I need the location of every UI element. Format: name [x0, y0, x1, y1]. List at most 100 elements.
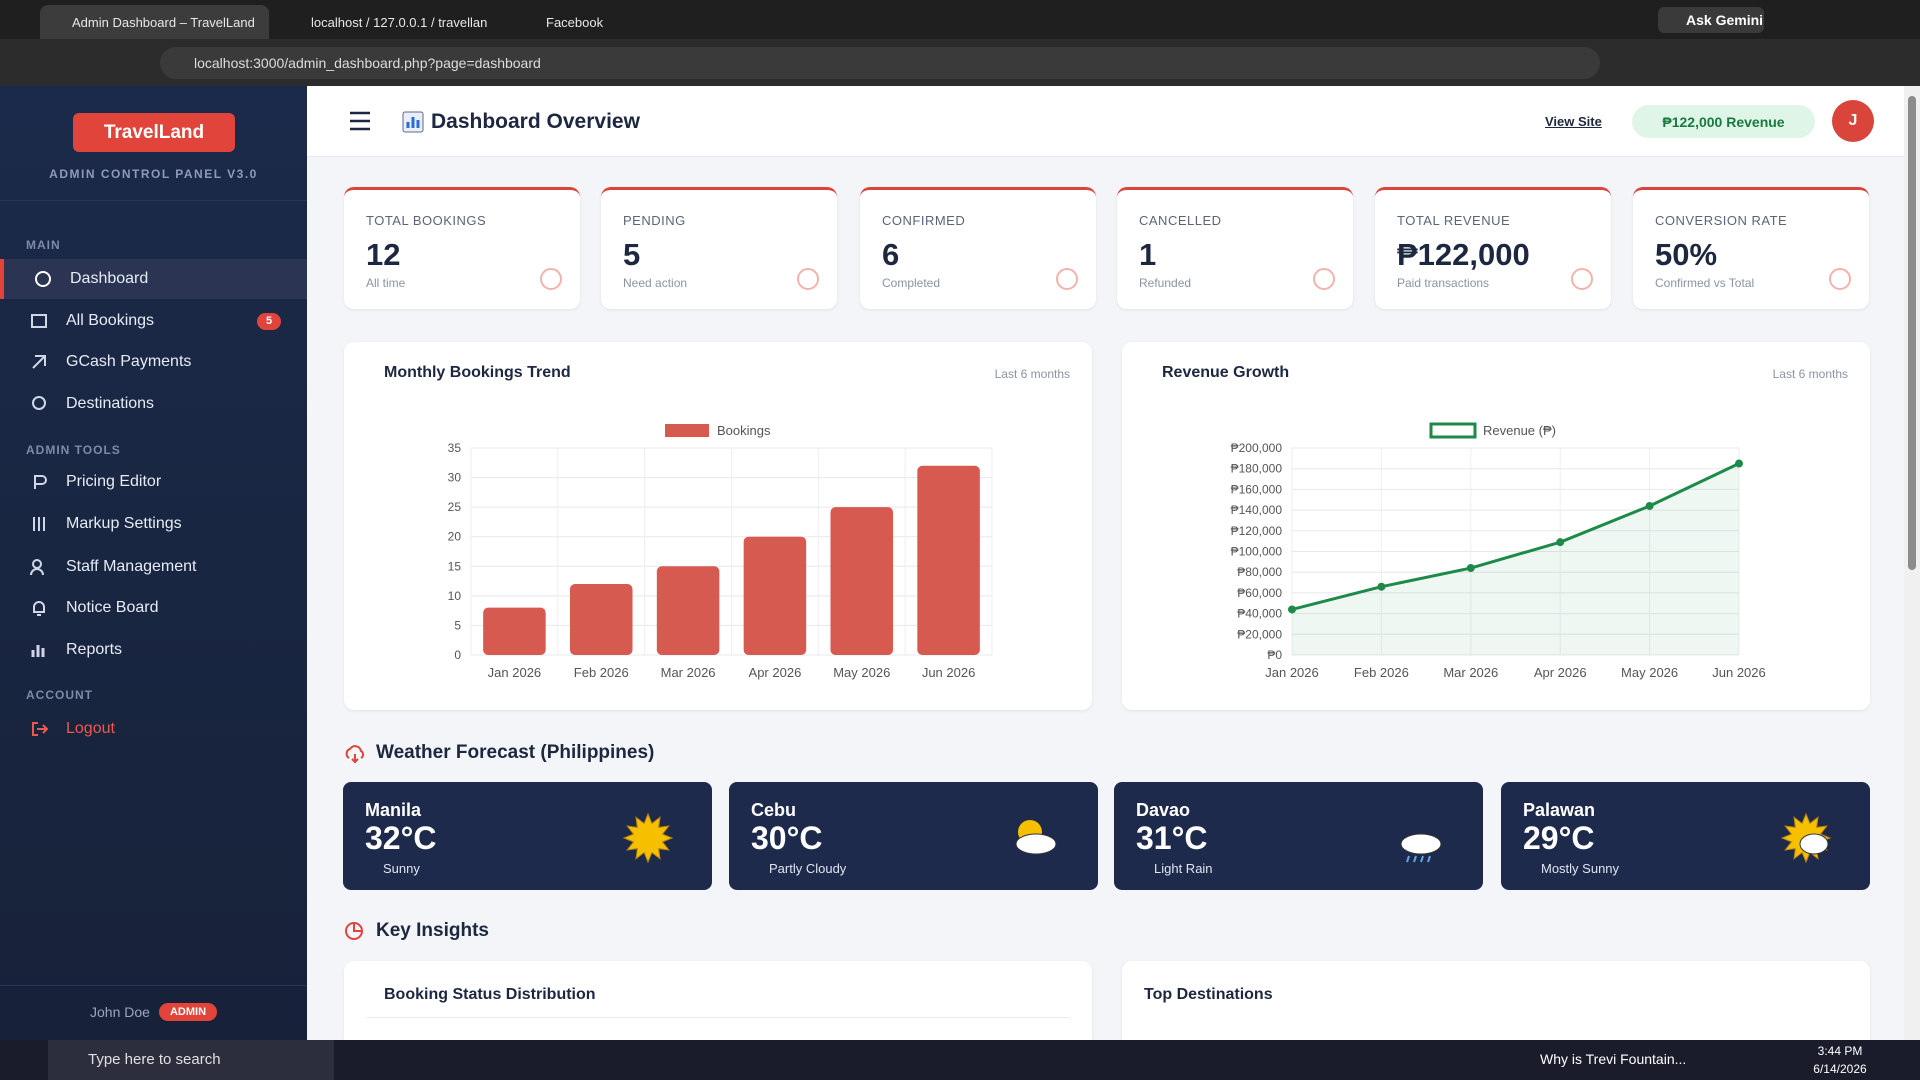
nav-label: Markup Settings	[66, 515, 182, 532]
condition: Mostly Sunny	[1541, 861, 1620, 876]
line	[1291, 462, 1740, 611]
nav-item[interactable]: Staff Management	[0, 547, 307, 587]
stat-icon	[1313, 268, 1335, 290]
stat-note: Refunded	[1139, 276, 1192, 290]
menu-toggle[interactable]	[349, 111, 371, 131]
nav-item[interactable]: Destinations	[0, 384, 307, 424]
y-tick-label: 20	[448, 530, 462, 544]
stat-value: 1	[1139, 237, 1157, 272]
legend-label: Revenue (₱)	[1483, 423, 1556, 438]
x-tick-label: Jun 2026	[1712, 665, 1766, 680]
section-title: Weather Forecast (Philippines)	[376, 742, 655, 763]
stat-note: Confirmed vs Total	[1655, 276, 1755, 290]
y-tick-label: 5	[454, 618, 461, 632]
stat-note: Completed	[882, 276, 941, 290]
avatar[interactable]: J	[1832, 100, 1874, 142]
nav-label: All Bookings	[66, 312, 155, 329]
rain	[1420, 855, 1424, 863]
news[interactable]: Why is Trevi Fountain...	[1540, 1051, 1687, 1067]
point	[1735, 459, 1743, 468]
nav-item[interactable]: GCash Payments	[0, 342, 307, 382]
y-tick-label: 15	[448, 559, 462, 573]
weather-icon	[622, 812, 674, 864]
search-box[interactable]: Type here to search	[48, 1040, 334, 1080]
x-tick-label: Apr 2026	[749, 665, 802, 680]
stat-icon	[540, 268, 562, 290]
y-tick-label: 0	[454, 648, 461, 662]
y-tick-label: 35	[448, 441, 462, 455]
nav-label: Reports	[66, 641, 123, 658]
chart-subtitle: Last 6 months	[994, 367, 1070, 381]
x-tick-label: Jan 2026	[1265, 665, 1319, 680]
divider	[0, 200, 307, 201]
panel: Top Destinations	[1122, 961, 1870, 1040]
city: Manila	[365, 800, 422, 820]
nav-item[interactable]: All Bookings 5	[0, 301, 307, 341]
stat-icon	[1056, 268, 1078, 290]
chart-title: Monthly Bookings Trend	[384, 364, 571, 381]
icon-shape	[797, 268, 819, 290]
nav-item[interactable]: Notice Board	[0, 588, 307, 628]
icon-shape	[1056, 268, 1078, 290]
y-tick-label: ₱160,000	[1231, 482, 1283, 496]
ask-gemini[interactable]: Ask Gemini	[1658, 7, 1764, 33]
stat-icon	[1829, 268, 1851, 290]
stat-icon	[1571, 268, 1593, 290]
chart: 0 5 10 15 20 25 30 35 Jan 2026 Feb 2026 Mar 2026 Ap…	[448, 423, 993, 680]
scrollbar[interactable]	[1904, 86, 1920, 1040]
sidebar	[0, 86, 307, 1040]
y-tick-label: 30	[448, 471, 462, 485]
y-tick-label: ₱40,000	[1237, 607, 1282, 621]
temperature: 30°C	[751, 820, 823, 856]
view-site[interactable]: View Site	[1545, 114, 1602, 129]
nav-label: Destinations	[66, 395, 155, 412]
icon-shape	[1829, 268, 1851, 290]
section-icon	[345, 922, 363, 940]
x-tick-label: Feb 2026	[574, 665, 629, 680]
nav-item[interactable]: Dashboard	[0, 259, 307, 299]
bar	[917, 465, 980, 655]
stat-label: CONVERSION RATE	[1655, 213, 1788, 228]
point	[1288, 605, 1296, 614]
nav-item[interactable]: Markup Settings	[0, 504, 307, 544]
stat-label: CONFIRMED	[882, 213, 966, 228]
stat-card: PENDING 5 Need action	[601, 187, 837, 309]
cloud	[1400, 833, 1442, 855]
point	[1645, 501, 1654, 510]
brand[interactable]: TravelLand	[73, 113, 235, 152]
y-tick-label: ₱140,000	[1231, 503, 1283, 517]
nav-item[interactable]: Reports	[0, 630, 307, 670]
weather-card: Manila 32°C Sunny	[343, 782, 712, 890]
chart-subtitle: Last 6 months	[1772, 367, 1848, 381]
brand-subtitle: ADMIN CONTROL PANEL V3.0	[49, 167, 258, 181]
scroll-thumb[interactable]	[1908, 96, 1916, 570]
nav-label: Pricing Editor	[66, 473, 162, 490]
badge: 5	[257, 313, 281, 330]
point	[1466, 564, 1475, 573]
stat-value: 6	[882, 237, 900, 272]
x-tick-label: Jun 2026	[922, 665, 976, 680]
stat-card: CANCELLED 1 Refunded	[1117, 187, 1353, 309]
nav-item[interactable]: Logout	[0, 709, 307, 749]
chart: ₱0 ₱20,000 ₱40,000 ₱60,000 ₱80,000 ₱100,000 ₱1…	[1231, 422, 1766, 680]
legend-swatch	[1429, 422, 1477, 439]
tab[interactable]: localhost / 127.0.0.1 / travellan	[311, 15, 488, 30]
divider	[366, 1017, 1070, 1018]
section-title: MAIN	[26, 238, 61, 252]
stat-label: CANCELLED	[1139, 213, 1222, 228]
stat-label: TOTAL REVENUE	[1397, 213, 1511, 228]
panel-title: Booking Status Distribution	[384, 986, 596, 1003]
point	[1377, 582, 1386, 591]
section-icon	[345, 745, 365, 764]
x-tick-label: Feb 2026	[1354, 665, 1409, 680]
page-title: Dashboard Overview	[431, 110, 640, 133]
stat-note: Paid transactions	[1397, 276, 1490, 290]
condition: Light Rain	[1154, 861, 1213, 876]
chart-title: Revenue Growth	[1162, 364, 1290, 381]
weather-icon	[1400, 833, 1442, 863]
tab[interactable]: Facebook	[546, 15, 604, 30]
bar	[743, 536, 807, 655]
nav-item[interactable]: Pricing Editor	[0, 462, 307, 502]
tab[interactable]: Admin Dashboard – TravelLand	[40, 5, 269, 39]
url[interactable]: localhost:3000/admin_dashboard.php?page=…	[160, 47, 1600, 79]
